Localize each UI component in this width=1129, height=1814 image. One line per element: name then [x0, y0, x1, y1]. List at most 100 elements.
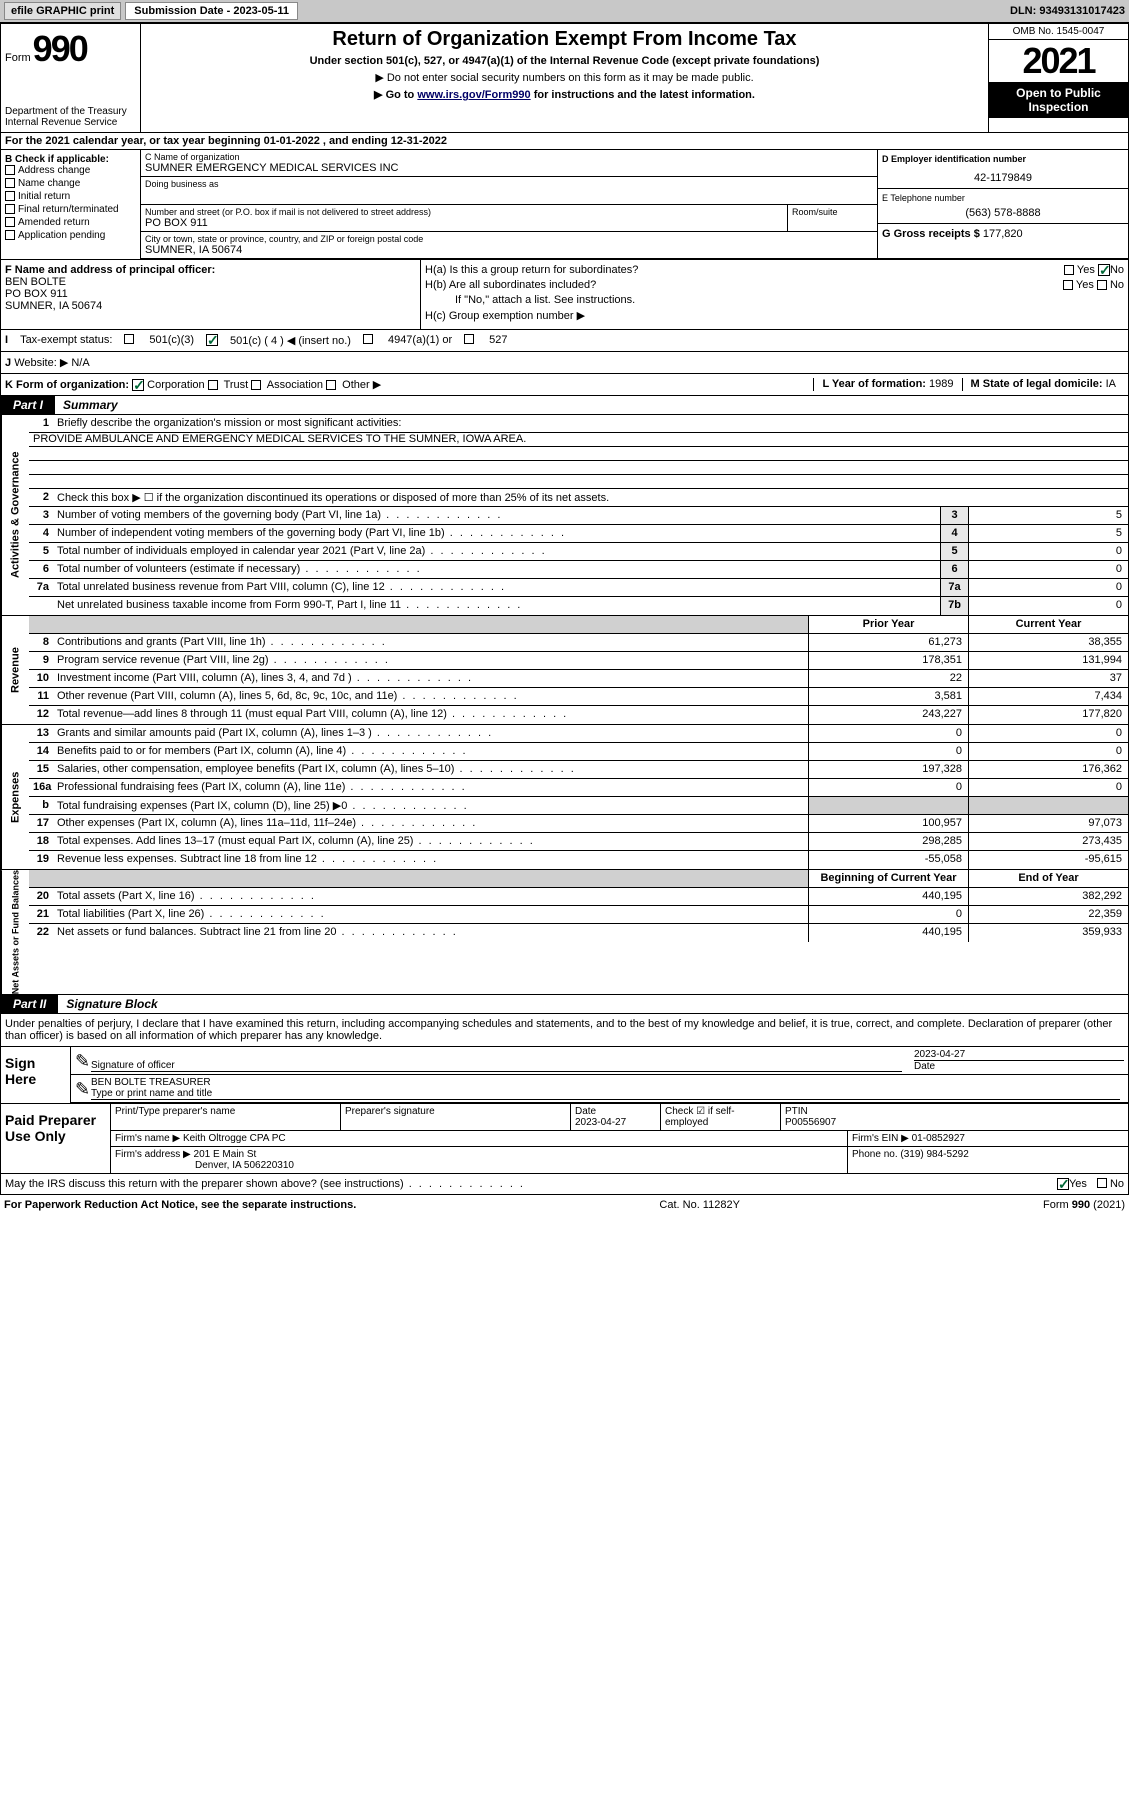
efile-button[interactable]: efile GRAPHIC print: [4, 2, 121, 20]
officer-addr1: PO BOX 911: [5, 288, 416, 300]
form-subtitle: Under section 501(c), 527, or 4947(a)(1)…: [145, 55, 984, 67]
table-row: 17Other expenses (Part IX, column (A), l…: [29, 815, 1128, 833]
paperwork-notice: For Paperwork Reduction Act Notice, see …: [4, 1199, 356, 1211]
table-row: 15Salaries, other compensation, employee…: [29, 761, 1128, 779]
part1-title: Summary: [63, 398, 118, 412]
table-row: 22Net assets or fund balances. Subtract …: [29, 924, 1128, 942]
part2-title: Signature Block: [66, 997, 157, 1011]
org-name-label: C Name of organization: [145, 152, 873, 162]
chk-amended[interactable]: Amended return: [5, 217, 136, 228]
phone-value: (563) 578-8888: [882, 207, 1124, 219]
firm-ein: 01-0852927: [912, 1133, 965, 1144]
city-value: SUMNER, IA 50674: [145, 244, 873, 256]
chk-name-change[interactable]: Name change: [5, 178, 136, 189]
form-note1: ▶ Do not enter social security numbers o…: [145, 71, 984, 84]
part-2-header: Part II Signature Block: [0, 995, 1129, 1014]
sig-date-val: 2023-04-27: [914, 1049, 1124, 1060]
pen-icon: ✎: [75, 1051, 87, 1072]
gov-row: 7aTotal unrelated business revenue from …: [29, 579, 1128, 597]
box-e-phone: E Telephone number (563) 578-8888: [878, 189, 1128, 224]
ein-label: D Employer identification number: [882, 154, 1124, 164]
table-row: 13Grants and similar amounts paid (Part …: [29, 725, 1128, 743]
gov-row: 5Total number of individuals employed in…: [29, 543, 1128, 561]
q1-text: Briefly describe the organization's miss…: [53, 415, 1128, 432]
chk-501c3[interactable]: [124, 334, 134, 344]
net-header-row: Beginning of Current Year End of Year: [29, 870, 1128, 888]
gov-row: 3Number of voting members of the governi…: [29, 507, 1128, 525]
firm-addr1: 201 E Main St: [194, 1149, 257, 1160]
form-990-number: 990: [33, 28, 87, 70]
net-assets-block: Net Assets or Fund Balances Beginning of…: [0, 870, 1129, 995]
table-row: 9Program service revenue (Part VIII, lin…: [29, 652, 1128, 670]
discuss-no[interactable]: [1097, 1178, 1107, 1188]
activities-governance-block: Activities & Governance 1 Briefly descri…: [0, 415, 1129, 616]
officer-signature-line[interactable]: Signature of officer: [91, 1060, 902, 1072]
gross-label: G Gross receipts $: [882, 228, 983, 240]
room-suite: Room/suite: [787, 205, 877, 231]
paid-preparer-block: Paid Preparer Use Only Print/Type prepar…: [0, 1104, 1129, 1174]
firm-name: Keith Oltrogge CPA PC: [183, 1133, 286, 1144]
hb-yes[interactable]: [1063, 280, 1073, 290]
chk-trust[interactable]: [208, 380, 218, 390]
table-row: 11Other revenue (Part VIII, column (A), …: [29, 688, 1128, 706]
ha-yes[interactable]: [1064, 265, 1074, 275]
chk-other[interactable]: [326, 380, 336, 390]
ha-no[interactable]: [1098, 264, 1110, 276]
discuss-row: May the IRS discuss this return with the…: [0, 1174, 1129, 1195]
signature-block: Under penalties of perjury, I declare th…: [0, 1014, 1129, 1104]
box-h: H(a) Is this a group return for subordin…: [421, 260, 1128, 329]
chk-501c4[interactable]: [206, 334, 218, 346]
hb-no[interactable]: [1097, 280, 1107, 290]
chk-initial-return[interactable]: Initial return: [5, 191, 136, 202]
discuss-yes[interactable]: [1057, 1178, 1069, 1190]
row-j: J Website: ▶ N/A: [0, 352, 1129, 374]
hb-text: H(b) Are all subordinates included?: [425, 279, 596, 291]
website-label: Website: ▶: [14, 357, 68, 369]
q1-row: 1 Briefly describe the organization's mi…: [29, 415, 1128, 433]
ha-text: H(a) Is this a group return for subordin…: [425, 264, 638, 276]
box-b-label: B Check if applicable:: [5, 154, 136, 165]
firm-addr-lbl: Firm's address ▶: [115, 1149, 194, 1160]
chk-4947[interactable]: [363, 334, 373, 344]
chk-assoc[interactable]: [251, 380, 261, 390]
chk-corp[interactable]: [132, 379, 144, 391]
expenses-block: Expenses 13Grants and similar amounts pa…: [0, 725, 1129, 870]
box-b: B Check if applicable: Address change Na…: [1, 150, 141, 259]
chk-final-return[interactable]: Final return/terminated: [5, 204, 136, 215]
table-row: bTotal fundraising expenses (Part IX, co…: [29, 797, 1128, 815]
h-b-note: If "No," attach a list. See instructions…: [425, 294, 1124, 306]
city-label: City or town, state or province, country…: [145, 234, 873, 244]
year-form-label: L Year of formation:: [822, 378, 929, 390]
dln-value: 93493131017423: [1039, 5, 1125, 17]
addr-row: Number and street (or P.O. box if mail i…: [141, 205, 877, 232]
chk-address-change[interactable]: Address change: [5, 165, 136, 176]
chk-527[interactable]: [464, 334, 474, 344]
officer-name: BEN BOLTE: [5, 276, 416, 288]
dln-label: DLN:: [1010, 5, 1039, 17]
sign-here-label: Sign Here: [1, 1047, 71, 1103]
city-cell: City or town, state or province, country…: [141, 232, 877, 258]
box-d-ein: D Employer identification number 42-1179…: [878, 150, 1128, 189]
sign-here-row: Sign Here ✎ Signature of officer 2023-04…: [1, 1047, 1128, 1103]
submission-date: Submission Date - 2023-05-11: [125, 2, 298, 20]
row-a-text: For the 2021 calendar year, or tax year …: [5, 135, 447, 147]
note2-pre: ▶ Go to: [374, 89, 417, 101]
org-name: SUMNER EMERGENCY MEDICAL SERVICES INC: [145, 162, 873, 174]
table-row: 16aProfessional fundraising fees (Part I…: [29, 779, 1128, 797]
h-c: H(c) Group exemption number ▶: [425, 309, 1124, 322]
firm-ein-lbl: Firm's EIN ▶: [852, 1133, 912, 1144]
header-left: Form 990 Department of the Treasury Inte…: [1, 24, 141, 132]
officer-name-line: BEN BOLTE TREASURER Type or print name a…: [91, 1077, 1120, 1100]
prep-date: Date 2023-04-27: [571, 1104, 661, 1130]
addr-value: PO BOX 911: [145, 217, 783, 229]
year-form-val: 1989: [929, 378, 953, 390]
org-name-cell: C Name of organization SUMNER EMERGENCY …: [141, 150, 877, 177]
dept-treasury: Department of the Treasury Internal Reve…: [5, 106, 136, 128]
irs-link[interactable]: www.irs.gov/Form990: [417, 89, 530, 101]
form-number: Form 990: [5, 28, 136, 70]
print-name-lbl: Print/Type preparer's name: [111, 1104, 341, 1130]
part2-badge: Part II: [1, 995, 58, 1013]
h-a: H(a) Is this a group return for subordin…: [425, 264, 1124, 276]
side-governance: Activities & Governance: [1, 415, 29, 615]
chk-app-pending[interactable]: Application pending: [5, 230, 136, 241]
